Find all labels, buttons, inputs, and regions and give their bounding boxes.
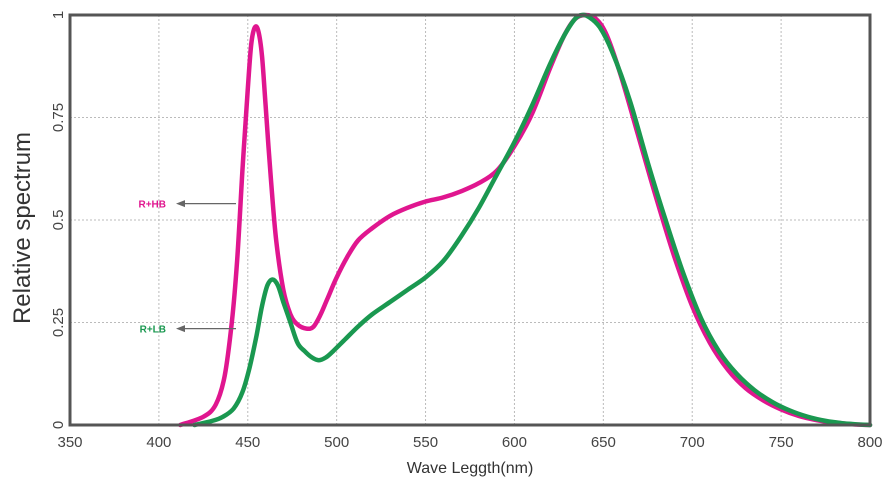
y-axis-title: Relative spectrum bbox=[9, 132, 36, 324]
x-tick-label: 700 bbox=[680, 434, 705, 451]
series-line-r-hb bbox=[177, 12, 873, 428]
y-tick-label: 0 bbox=[50, 421, 67, 429]
x-tick-label: 650 bbox=[591, 434, 616, 451]
y-tick-label: 0.75 bbox=[50, 103, 67, 132]
x-tick-label: 550 bbox=[413, 434, 438, 451]
annotations: R+HB R+LB bbox=[138, 200, 236, 336]
y-tick-label: 1 bbox=[50, 11, 67, 19]
x-tick-label: 600 bbox=[502, 434, 527, 451]
y-tick-label: 0.25 bbox=[50, 308, 67, 337]
tick-labels: 350 400 450 500 550 600 650 700 750 800 0 0.25 0.5 0.… bbox=[50, 11, 883, 451]
x-tick-label: 500 bbox=[324, 434, 349, 451]
x-tick-label: 400 bbox=[146, 434, 171, 451]
x-tick-label: 350 bbox=[57, 434, 82, 451]
x-tick-label: 750 bbox=[769, 434, 794, 451]
x-tick-label: 800 bbox=[857, 434, 882, 451]
plot-frame bbox=[68, 13, 872, 427]
series-annotation-label: R+HB bbox=[138, 200, 166, 211]
series-line-r-lb bbox=[192, 12, 873, 428]
series-lines bbox=[177, 12, 873, 428]
annotation-arrow-head bbox=[176, 325, 185, 333]
y-tick-label: 0.5 bbox=[50, 210, 67, 231]
x-axis-title: Wave Leggth(nm) bbox=[407, 460, 534, 477]
x-tick-label: 450 bbox=[235, 434, 260, 451]
annotation-arrow-head bbox=[176, 200, 185, 208]
series-annotation-label: R+LB bbox=[140, 325, 166, 336]
